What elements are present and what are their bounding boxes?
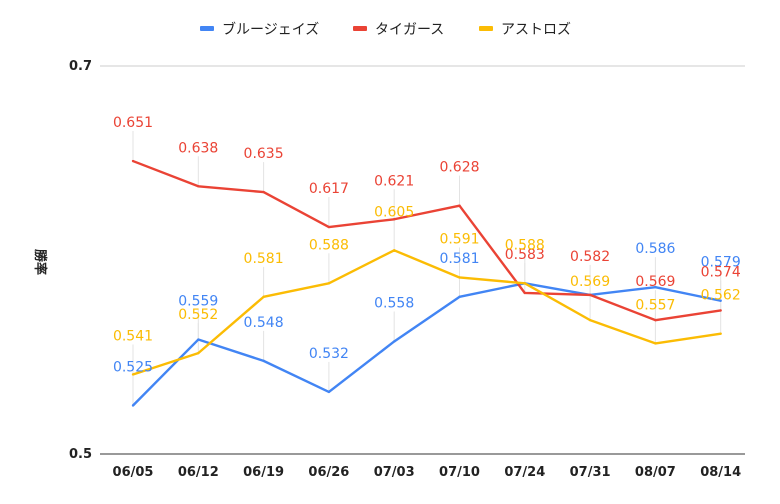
data-label: 0.569 [570,274,610,290]
data-label: 0.628 [439,160,479,176]
data-point [197,338,200,341]
data-label: 0.552 [178,307,218,323]
data-point [393,340,396,343]
data-label: 0.541 [113,328,153,344]
data-point [262,359,265,363]
data-label: 0.525 [113,360,153,376]
data-label: 0.621 [374,173,414,189]
data-labels: 0.525 0.559 0.548 0.532 0.558 0.581 0.586 0.579… [113,115,741,375]
x-tick-label: 07/24 [504,465,545,480]
data-point [327,225,331,229]
x-tick-label: 08/14 [700,465,741,480]
data-point [719,332,722,335]
legend-swatch [353,26,367,31]
y-tick-label: 0.7 [69,59,92,74]
data-label: 0.583 [505,247,545,263]
data-label: 0.562 [701,288,741,304]
data-point [588,293,592,297]
y-tick-label: 0.5 [69,447,92,462]
data-label: 0.581 [439,251,479,267]
data-label: 0.586 [635,241,675,257]
data-point [262,190,265,194]
data-label: 0.582 [570,249,610,265]
data-point [523,291,526,295]
data-label: 0.548 [244,315,284,331]
legend-label: タイガース [375,22,444,38]
data-point [719,309,722,312]
data-label: 0.651 [113,115,153,131]
x-tick-label: 06/26 [308,465,349,480]
data-point [523,282,526,285]
data-point [393,218,396,221]
legend-label: アストロズ [501,22,571,38]
y-axis-label: 勝率 [32,249,48,275]
data-label: 0.579 [701,255,741,271]
data-label: 0.558 [374,295,414,311]
data-label: 0.588 [505,237,545,253]
series-line [132,159,721,322]
x-axis: 06/05 06/12 06/19 06/26 07/03 07/10 07/24 07/31… [113,465,742,480]
data-label: 0.605 [374,204,414,220]
data-point [197,351,200,355]
gridlines [100,65,745,455]
data-label: 0.581 [244,251,284,267]
x-tick-label: 06/19 [243,465,284,480]
x-tick-label: 07/31 [570,465,611,480]
legend-swatch [200,26,214,31]
data-point [131,404,135,407]
x-tick-label: 06/05 [113,465,154,480]
data-label: 0.638 [178,140,218,156]
series-lines [131,159,722,407]
series-line [132,249,721,376]
data-label: 0.532 [309,346,349,362]
data-point [262,295,265,299]
legend: ブルージェイズ タイガース アストロズ [200,21,571,38]
data-label: 0.557 [635,297,675,313]
data-point [131,159,135,163]
x-tick-label: 07/10 [439,465,480,480]
data-label: 0.617 [309,181,349,197]
data-point [393,249,396,252]
y-axis: 0.7 0.5 [69,59,92,462]
data-point [131,373,135,376]
legend-label: ブルージェイズ [222,21,319,38]
data-point [654,285,657,289]
x-tick-label: 08/07 [635,465,676,480]
data-point [654,318,657,322]
data-label: 0.569 [635,274,675,290]
data-point [458,295,461,299]
series-line [132,282,721,407]
data-point [719,299,722,302]
data-label: 0.588 [309,237,349,253]
data-point [458,276,461,279]
data-label: 0.559 [178,294,218,310]
data-point [458,204,461,207]
data-point [327,282,331,285]
legend-swatch [479,26,493,31]
data-point [588,318,592,322]
data-point [197,185,200,188]
data-point [654,342,657,345]
x-tick-label: 07/03 [374,465,415,480]
x-tick-label: 06/12 [178,465,219,480]
data-label: 0.591 [439,231,479,247]
data-point [327,390,331,394]
leader-lines [132,131,722,406]
data-label: 0.574 [701,264,741,280]
data-label: 0.635 [244,146,284,162]
